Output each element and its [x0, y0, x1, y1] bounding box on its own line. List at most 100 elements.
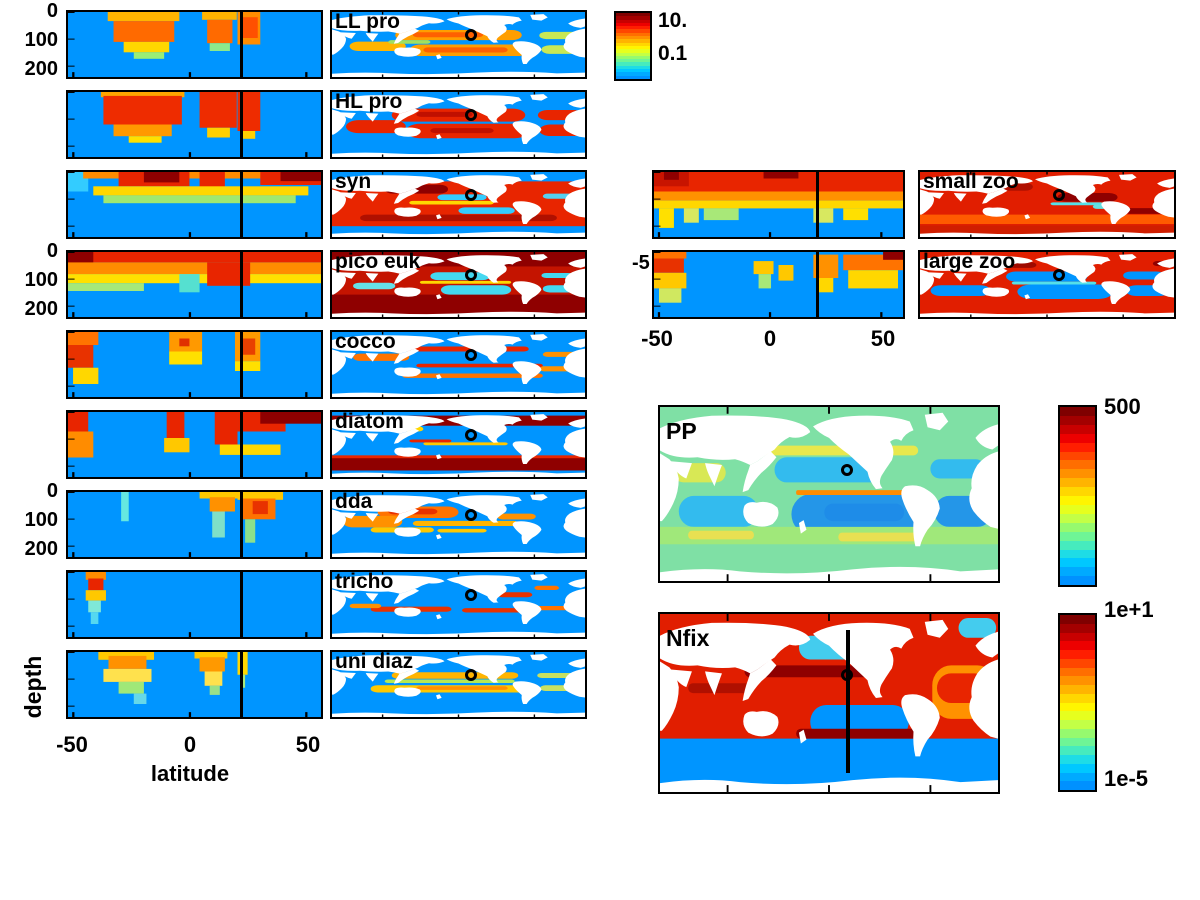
colorbar-band [1060, 442, 1095, 452]
station-marker [464, 28, 477, 41]
colorbar-band [1060, 558, 1095, 568]
map-pico-euk: pico euk [330, 250, 587, 319]
transect-line [239, 572, 243, 637]
clipped-tick-label: -5 [632, 252, 650, 274]
colorbar-band [1060, 702, 1095, 712]
colorbar-band [1060, 415, 1095, 425]
station-marker [841, 668, 854, 681]
transect-line [815, 172, 819, 237]
colorbar-band [1060, 667, 1095, 677]
map-dda: dda [330, 490, 587, 559]
station-marker [464, 268, 477, 281]
colorbar-band [616, 49, 650, 53]
map-large-zoo: large zoo [918, 250, 1176, 319]
colorbar-band [1060, 424, 1095, 434]
colorbar-band [616, 42, 650, 46]
ytick-100-r7: 100 [24, 509, 58, 531]
section-ll-pro [66, 10, 323, 79]
colorbar-band [1060, 728, 1095, 738]
ytick-0-r7: 0 [46, 480, 58, 502]
colorbar-biomass-tick-top: 10. [658, 9, 688, 32]
map-label: PP [666, 418, 697, 444]
colorbar-band [1060, 763, 1095, 773]
colorbar-biomass [614, 11, 652, 81]
colorbar-band [1060, 693, 1095, 703]
colorbar-band [616, 65, 650, 70]
colorbar-band [1060, 513, 1095, 523]
colorbar-band [1060, 781, 1095, 790]
station-marker [841, 464, 854, 476]
transect-line [239, 492, 243, 557]
transect-line [239, 412, 243, 477]
ytick-100-r1: 100 [24, 29, 58, 51]
colorbar-band [1060, 755, 1095, 764]
colorbar-band [616, 22, 650, 27]
colorbar-band [1060, 407, 1095, 416]
map-label: Nfix [666, 625, 710, 651]
colorbar-band [1060, 540, 1095, 550]
colorbar-band [1060, 737, 1095, 747]
colorbar-band [1060, 623, 1095, 633]
station-marker [464, 588, 477, 601]
map-label: LL pro [335, 10, 400, 33]
colorbar-band [1060, 487, 1095, 497]
section-hl-pro [66, 90, 323, 159]
map-small-zoo: small zoo [918, 170, 1176, 239]
map-cocco: cocco [330, 330, 587, 399]
map-label: dda [335, 490, 373, 513]
station-marker [1053, 188, 1066, 201]
colorbar-band [616, 69, 650, 73]
section-small-zoo [652, 170, 905, 239]
xtick-0-right: 0 [763, 326, 777, 351]
xtick-50-right: 50 [870, 326, 896, 351]
map-hl-pro: HL pro [330, 90, 587, 159]
colorbar-band [616, 62, 650, 66]
colorbar-band [616, 59, 650, 63]
xtick-0-left: 0 [183, 732, 197, 757]
section-dda [66, 490, 323, 559]
ytick-200-r4: 200 [24, 298, 58, 320]
map-label: tricho [335, 570, 394, 593]
colorbar-band [1060, 720, 1095, 729]
station-marker [464, 348, 477, 361]
colorbar-band [1060, 576, 1095, 586]
colorbar-band [616, 72, 650, 76]
ytick-200-r1: 200 [24, 58, 58, 80]
xtick-m50-left: -50 [56, 732, 88, 757]
colorbar-band [1060, 478, 1095, 488]
ytick-200-r7: 200 [24, 538, 58, 560]
station-marker [464, 188, 477, 201]
map-uni-diaz: uni diaz [330, 650, 587, 719]
transect-line [239, 92, 243, 157]
transect-line [815, 252, 819, 317]
map-label: small zoo [923, 170, 1019, 193]
colorbar-band [616, 13, 650, 17]
section-pico-euk [66, 250, 323, 319]
colorbar-nfix [1058, 613, 1097, 792]
colorbar-band [616, 55, 650, 60]
colorbar-band [616, 45, 650, 50]
colorbar-band [1060, 522, 1095, 532]
station-marker [464, 428, 477, 441]
map-syn: syn [330, 170, 587, 239]
section-syn [66, 170, 323, 239]
colorbar-band [616, 32, 650, 37]
colorbar-band [616, 36, 650, 40]
colorbar-nfix-tick-top: 1e+1 [1104, 597, 1154, 622]
colorbar-band [1060, 451, 1095, 461]
colorbar-pp-tick-top: 500 [1104, 394, 1141, 419]
section-large-zoo [652, 250, 905, 319]
transect-line [845, 629, 850, 774]
map-tricho: tricho [330, 570, 587, 639]
colorbar-band [1060, 531, 1095, 541]
colorbar-band [1060, 549, 1095, 559]
map-diatom: diatom [330, 410, 587, 479]
colorbar-band [1060, 772, 1095, 782]
map-label: cocco [335, 330, 396, 353]
colorbar-band [1060, 641, 1095, 650]
colorbar-band [1060, 685, 1095, 694]
colorbar-band [616, 29, 650, 33]
colorbar-band [1060, 469, 1095, 479]
colorbar-biomass-tick-mid: 0.1 [658, 42, 688, 65]
colorbar-band [1060, 433, 1095, 443]
